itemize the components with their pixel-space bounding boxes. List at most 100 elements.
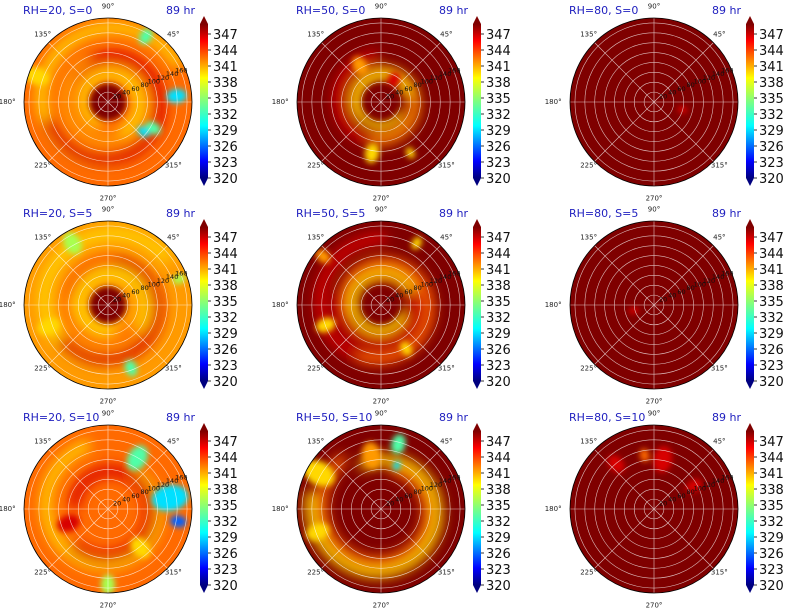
colorbar-tick-label: 323 [213, 563, 238, 578]
panel-time: 89 hr [712, 4, 741, 17]
colorbar-tick-label: 320 [759, 579, 784, 594]
colorbar-tick-label: 323 [759, 563, 784, 578]
angle-tick-label: 180° [272, 301, 289, 309]
colorbar-tick-label: 332 [213, 515, 238, 530]
angle-tick-label: 45° [440, 31, 452, 39]
angle-tick-label: 270° [100, 601, 117, 609]
colorbar-tick-label: 344 [486, 44, 511, 59]
radial-tick-label: 40 [395, 496, 403, 504]
angle-tick-label: 180° [545, 98, 562, 106]
radial-tick-label: 60 [404, 492, 412, 500]
radial-tick-label: 40 [122, 496, 130, 504]
radial-tick-label: 20 [386, 295, 394, 303]
radial-tick-label: 140 [166, 70, 178, 78]
colorbar-tick-label: 347 [759, 231, 784, 246]
polar-frame [296, 17, 466, 187]
angle-tick-label: 135° [580, 438, 597, 446]
radial-tick-label: 60 [677, 492, 685, 500]
radial-tick-label: 80 [687, 284, 695, 292]
colorbar-tick-label: 323 [486, 359, 511, 374]
colorbar-tick-label: 344 [486, 451, 511, 466]
colorbar-tick-label: 329 [486, 327, 511, 342]
colorbar-tick-label: 326 [213, 547, 238, 562]
radial-tick-label: 100 [694, 484, 706, 492]
polar-panel: 2040608010012014016090°45°0°315°270°225°… [0, 3, 238, 203]
colorbar-tick-label: 329 [759, 327, 784, 342]
colorbar-tick-label: 320 [486, 579, 511, 594]
angle-tick-label: 45° [440, 438, 452, 446]
colorbar-tick-label: 341 [759, 263, 784, 278]
colorbar-tick-label: 323 [759, 359, 784, 374]
radial-tick-label: 140 [439, 477, 451, 485]
colorbar-tick-label: 329 [213, 124, 238, 139]
angle-tick-label: 270° [646, 601, 663, 609]
radial-tick-label: 20 [386, 92, 394, 100]
panel-time: 89 hr [712, 207, 741, 220]
radial-tick-label: 160 [175, 269, 187, 277]
radial-tick-label: 40 [668, 292, 676, 300]
colorbar-tick-label: 338 [213, 76, 238, 91]
colorbar-tick-label: 341 [213, 467, 238, 482]
radial-tick-label: 80 [414, 488, 422, 496]
radial-tick-label: 160 [175, 66, 187, 74]
angle-tick-label: 315° [711, 161, 728, 169]
radial-tick-label: 20 [113, 92, 121, 100]
radial-tick-label: 100 [148, 484, 160, 492]
colorbar-tick-label: 347 [759, 28, 784, 43]
radial-tick-label: 40 [395, 89, 403, 97]
panel-time: 89 hr [166, 207, 195, 220]
angle-tick-label: 135° [580, 234, 597, 242]
angle-tick-label: 270° [100, 194, 117, 202]
radial-tick-label: 120 [703, 277, 715, 285]
radial-tick-label: 120 [157, 277, 169, 285]
radial-tick-label: 80 [687, 488, 695, 496]
panel-title: RH=20, S=0 [23, 4, 92, 17]
colorbar-tick-label: 347 [759, 435, 784, 450]
radial-tick-label: 60 [131, 492, 139, 500]
angle-tick-label: 180° [0, 505, 16, 513]
angle-tick-label: 90° [102, 3, 114, 11]
radial-tick-label: 160 [175, 473, 187, 481]
polar-frame [569, 220, 739, 390]
colorbar-tick-label: 323 [486, 563, 511, 578]
colorbar-tick-label: 347 [213, 435, 238, 450]
radial-tick-label: 20 [113, 295, 121, 303]
panel-time: 89 hr [166, 411, 195, 424]
angle-tick-label: 270° [646, 397, 663, 405]
colorbar-tick-label: 332 [759, 108, 784, 123]
polar-panel: 2040608010012014016090°45°0°315°270°225°… [545, 3, 784, 203]
colorbar-tick-label: 320 [486, 172, 511, 187]
angle-tick-label: 180° [0, 98, 16, 106]
colorbar-tick-label: 320 [213, 579, 238, 594]
angle-tick-label: 180° [272, 98, 289, 106]
polar-panel: 2040608010012014016090°45°0°315°270°225°… [545, 410, 784, 610]
radial-tick-label: 80 [141, 488, 149, 496]
angle-tick-label: 90° [375, 206, 387, 214]
radial-tick-label: 140 [712, 273, 724, 281]
radial-tick-label: 100 [694, 77, 706, 85]
colorbar-tick-label: 347 [486, 28, 511, 43]
angle-tick-label: 315° [711, 364, 728, 372]
radial-tick-label: 80 [141, 81, 149, 89]
polar-frame [569, 17, 739, 187]
colorbar-tick-label: 335 [486, 92, 511, 107]
colorbar-tick-label: 341 [486, 263, 511, 278]
polar-frame [296, 424, 466, 594]
colorbar-tick-label: 335 [759, 499, 784, 514]
radial-tick-label: 40 [395, 292, 403, 300]
colorbar-tick-label: 338 [213, 279, 238, 294]
colorbar-tick-label: 338 [486, 483, 511, 498]
radial-tick-label: 140 [166, 273, 178, 281]
colorbar-tick-label: 344 [213, 247, 238, 262]
radial-tick-label: 60 [131, 288, 139, 296]
radial-tick-label: 80 [141, 284, 149, 292]
polar-panel: 2040608010012014016090°45°0°315°270°225°… [272, 3, 511, 203]
radial-tick-label: 20 [659, 295, 667, 303]
colorbar-tick-label: 344 [759, 44, 784, 59]
colorbar-tick-label: 332 [213, 311, 238, 326]
radial-tick-label: 140 [439, 70, 451, 78]
